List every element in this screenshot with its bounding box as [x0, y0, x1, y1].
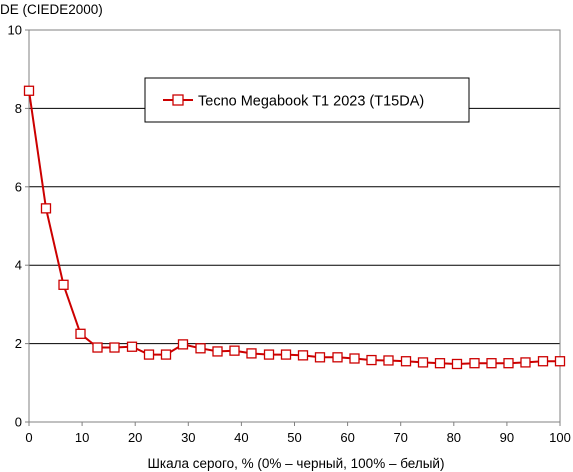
data-point: [297, 350, 309, 361]
data-point: [366, 354, 377, 366]
x-tick-label: 0: [25, 430, 32, 445]
grid-lines: [29, 107, 560, 345]
legend-swatch-marker: [172, 94, 184, 106]
data-point: [520, 357, 531, 368]
data-point: [349, 353, 360, 364]
x-tick-label: 40: [234, 430, 248, 445]
data-point: [554, 356, 566, 367]
x-tick-label: 60: [340, 430, 354, 445]
x-tick-label: 100: [549, 430, 571, 445]
data-point: [314, 352, 326, 363]
data-point: [417, 357, 429, 368]
x-tick-label: 50: [287, 430, 301, 445]
data-point: [246, 348, 257, 359]
data-point: [537, 356, 549, 367]
series-layer: [23, 85, 566, 370]
data-point: [383, 355, 394, 366]
legend-label: Tecno Megabook T1 2023 (T15DA): [198, 94, 424, 110]
data-point: [92, 342, 103, 353]
data-point: [486, 358, 497, 369]
legend: Tecno Megabook T1 2023 (T15DA): [144, 77, 470, 123]
x-tick-label: 10: [75, 430, 89, 445]
data-point: [143, 349, 155, 360]
data-point: [400, 356, 412, 367]
x-tick-label: 80: [447, 430, 461, 445]
data-point: [195, 343, 206, 354]
data-point: [23, 85, 35, 96]
data-point: [126, 341, 138, 352]
y-tick-label: 8: [15, 101, 22, 116]
y-tick-label: 0: [15, 415, 22, 430]
data-point: [177, 339, 189, 350]
y-tick-label: 4: [15, 258, 22, 273]
data-point: [503, 358, 514, 369]
data-point: [469, 358, 480, 369]
y-tick-label: 6: [15, 179, 22, 194]
data-point: [109, 342, 120, 353]
y-axis: 0 2 4 6 8 10: [8, 23, 29, 430]
data-point: [75, 328, 86, 339]
data-point: [451, 358, 463, 370]
data-point: [58, 279, 69, 290]
y-axis-title: DE (CIEDE2000): [0, 2, 103, 17]
x-tick-label: 90: [500, 430, 514, 445]
data-point: [263, 349, 275, 360]
data-point: [40, 203, 52, 214]
data-point: [212, 346, 223, 357]
data-point: [280, 349, 292, 360]
x-axis-title: Шкала серого, % (0% – черный, 100% – бел…: [148, 456, 445, 471]
x-tick-label: 30: [181, 430, 195, 445]
legend-box: [144, 77, 470, 123]
data-point: [434, 358, 446, 369]
x-tick-label: 20: [128, 430, 142, 445]
data-point: [229, 345, 240, 356]
x-axis: 0 10 20 30 40 50 60 70 80 90 100: [25, 422, 571, 445]
data-point: [332, 352, 343, 363]
x-tick-label: 70: [393, 430, 407, 445]
y-tick-label: 10: [8, 23, 22, 38]
y-tick-label: 2: [15, 336, 22, 351]
series-line-0: [28, 90, 560, 365]
data-point: [160, 349, 172, 360]
